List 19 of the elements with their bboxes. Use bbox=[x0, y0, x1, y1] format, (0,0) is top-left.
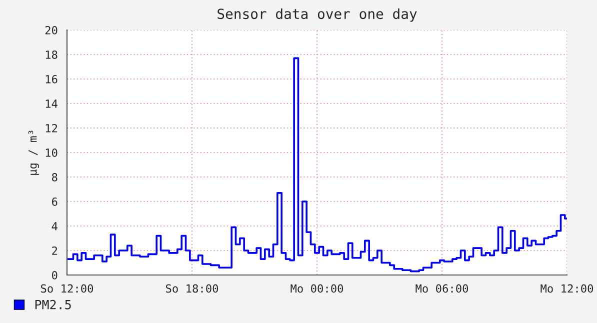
y-tick-label: 10 bbox=[46, 148, 58, 157]
y-tick-label: 0 bbox=[52, 271, 58, 280]
y-tick-label: 14 bbox=[46, 100, 58, 108]
y-tick-label: 8 bbox=[52, 173, 58, 182]
y-tick-label: 12 bbox=[46, 124, 58, 132]
y-tick-label: 6 bbox=[52, 198, 58, 206]
y-tick-label: 4 bbox=[52, 222, 58, 230]
x-tick-label: So 18:00 bbox=[166, 284, 218, 293]
y-tick-label: 18 bbox=[46, 50, 58, 59]
chart-title: Sensor data over one day bbox=[218, 8, 417, 22]
x-tick-label: Mo 00:00 bbox=[290, 284, 344, 293]
legend-label: PM2.5 bbox=[35, 300, 71, 310]
y-tick-label: 2 bbox=[52, 246, 58, 255]
x-tick-label: So 12:00 bbox=[40, 284, 94, 293]
x-tick-label: Mo 12:00 bbox=[540, 284, 594, 293]
y-axis-title: µg / m³ bbox=[28, 130, 40, 175]
y-tick-label: 20 bbox=[45, 26, 58, 34]
y-tick-label: 16 bbox=[46, 75, 58, 84]
x-tick-label: Mo 06:00 bbox=[416, 284, 468, 293]
